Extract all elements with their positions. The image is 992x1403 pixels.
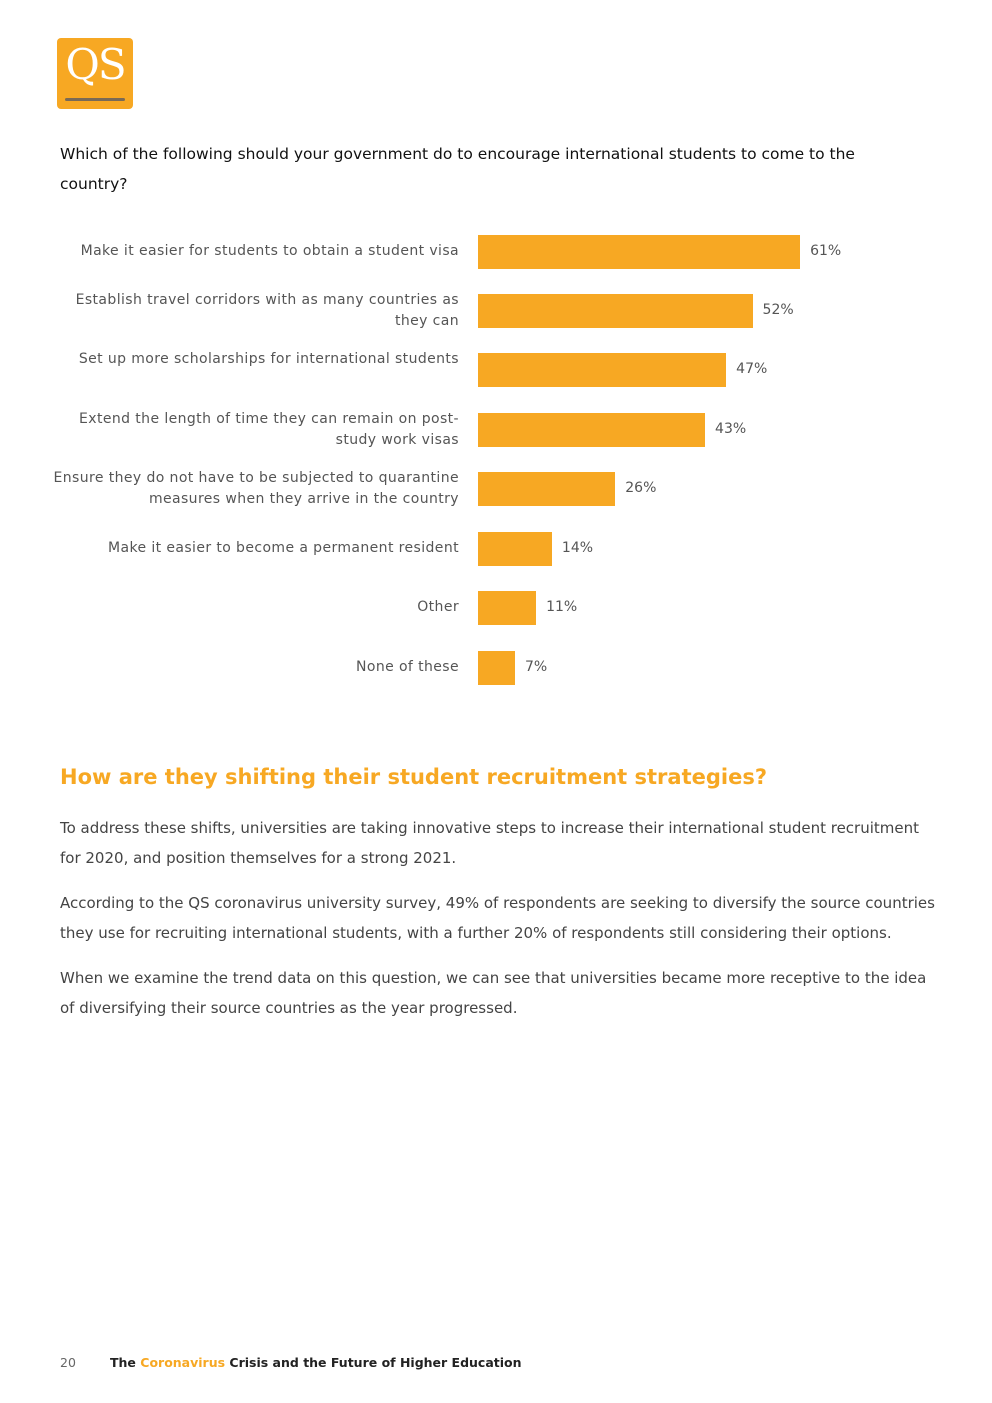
logo-text: QS: [65, 40, 126, 89]
footer-title-pre: The: [110, 1355, 141, 1370]
value-label: 43%: [715, 421, 747, 437]
qs-logo: QS: [57, 38, 133, 109]
value-label: 14%: [561, 540, 594, 556]
section-heading: How are they shifting their student recr…: [60, 765, 768, 789]
bar: [478, 294, 753, 328]
logo-underline: [65, 98, 125, 101]
category-label: Ensure they do not have to be subjected …: [53, 470, 459, 507]
value-label: 7%: [524, 659, 548, 675]
footer-title-post: Crisis and the Future of Higher Educatio…: [225, 1355, 522, 1370]
bar: [478, 591, 537, 625]
paragraph-2: According to the QS coronavirus universi…: [60, 894, 935, 942]
paragraph-1: To address these shifts, universities ar…: [60, 819, 920, 867]
bar: [478, 532, 552, 566]
footer-title-highlight: Coronavirus: [140, 1355, 226, 1370]
bar: [478, 472, 616, 506]
page-number: 20: [60, 1355, 76, 1370]
value-label: 26%: [625, 480, 657, 496]
bar: [478, 651, 515, 685]
category-label: Make it easier to become a permanent res…: [108, 540, 459, 556]
bar: [478, 413, 706, 447]
value-label: 47%: [736, 361, 768, 377]
footer-title: The Coronavirus Crisis and the Future of…: [110, 1355, 522, 1370]
chart-question: Which of the following should your gover…: [60, 145, 855, 193]
category-label: Establish travel corridors with as many …: [75, 292, 459, 329]
category-label: Make it easier for students to obtain a …: [80, 243, 459, 259]
category-label: Other: [417, 599, 459, 615]
value-label: 11%: [546, 599, 578, 615]
category-label: Set up more scholarships for internation…: [78, 351, 459, 367]
category-label: None of these: [355, 659, 459, 675]
bar: [478, 353, 727, 387]
paragraph-3: When we examine the trend data on this q…: [60, 969, 927, 1017]
bar: [478, 235, 801, 269]
bar-chart: Make it easier for students to obtain a …: [53, 235, 842, 685]
value-label: 52%: [762, 302, 794, 318]
value-label: 61%: [810, 243, 842, 259]
category-label: Extend the length of time they can remai…: [79, 411, 459, 448]
